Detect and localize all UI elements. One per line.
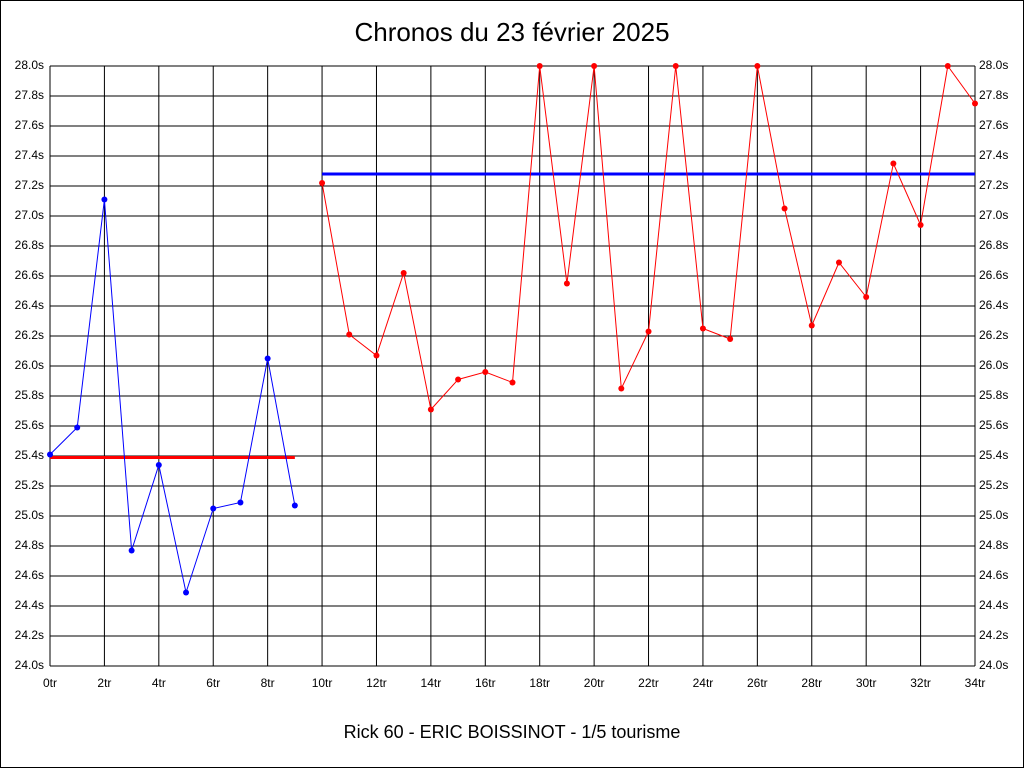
y2-tick-label: 26.4s: [979, 298, 1008, 312]
data-point: [373, 352, 380, 359]
data-point: [754, 63, 761, 69]
data-point: [482, 369, 489, 375]
x-tick-label: 30tr: [856, 676, 877, 690]
y-tick-label: 26.8s: [15, 238, 44, 252]
x-tick-label: 20tr: [584, 676, 605, 690]
y-tick-label: 24.0s: [15, 658, 44, 672]
data-point: [264, 355, 271, 362]
x-tick-label: 12tr: [366, 676, 387, 690]
data-point: [591, 63, 598, 69]
data-point: [808, 322, 815, 329]
data-point: [863, 294, 870, 300]
data-point: [890, 160, 897, 167]
y2-tick-label: 25.8s: [979, 388, 1008, 402]
data-point: [183, 589, 190, 596]
data-point: [618, 385, 625, 392]
data-point: [400, 270, 407, 276]
x-tick-label: 32tr: [910, 676, 931, 690]
x-tick-label: 22tr: [638, 676, 659, 690]
y2-tick-label: 26.0s: [979, 358, 1008, 372]
y2-tick-label: 25.2s: [979, 478, 1008, 492]
x-tick-label: 14tr: [421, 676, 442, 690]
data-point: [944, 63, 951, 69]
y-tick-label: 26.0s: [15, 358, 44, 372]
y2-tick-label: 24.0s: [979, 658, 1008, 672]
y2-tick-label: 24.4s: [979, 598, 1008, 612]
y-tick-label: 25.8s: [15, 388, 44, 402]
y2-tick-label: 27.4s: [979, 148, 1008, 162]
x-tick-label: 18tr: [529, 676, 550, 690]
data-point: [536, 63, 543, 69]
data-point: [563, 280, 570, 287]
y2-tick-label: 24.8s: [979, 538, 1008, 552]
y2-tick-label: 24.2s: [979, 628, 1008, 642]
data-point: [672, 63, 679, 69]
y-tick-label: 24.8s: [15, 538, 44, 552]
y-tick-label: 26.6s: [15, 268, 44, 282]
data-point: [835, 259, 842, 266]
y2-tick-label: 27.6s: [979, 118, 1008, 132]
data-point: [74, 424, 81, 431]
y2-tick-label: 26.8s: [979, 238, 1008, 252]
data-point: [128, 547, 135, 554]
y-tick-label: 25.4s: [15, 448, 44, 462]
data-point: [291, 502, 298, 509]
y-tick-label: 24.6s: [15, 568, 44, 582]
y-tick-label: 25.2s: [15, 478, 44, 492]
series-line: [49, 199, 296, 595]
y-tick-label: 28.0s: [15, 58, 44, 72]
data-point: [727, 336, 734, 342]
y2-tick-label: 27.0s: [979, 208, 1008, 222]
y-tick-label: 27.8s: [15, 88, 44, 102]
y2-tick-label: 25.6s: [979, 418, 1008, 432]
data-point: [699, 325, 706, 332]
y2-tick-label: 24.6s: [979, 568, 1008, 582]
y-tick-label: 27.6s: [15, 118, 44, 132]
data-point: [155, 462, 162, 468]
data-point: [237, 499, 244, 506]
y-tick-label: 25.6s: [15, 418, 44, 432]
x-tick-label: 0tr: [43, 676, 57, 690]
y-tick-label: 27.4s: [15, 148, 44, 162]
data-point: [781, 205, 788, 212]
x-tick-label: 26tr: [747, 676, 768, 690]
data-point: [319, 180, 326, 186]
y2-tick-label: 27.2s: [979, 178, 1008, 192]
x-tick-label: 2tr: [97, 676, 111, 690]
data-point: [917, 222, 924, 228]
y-tick-label: 26.2s: [15, 328, 44, 342]
y2-tick-label: 25.0s: [979, 508, 1008, 522]
data-point: [645, 328, 652, 335]
chart-title: Chronos du 23 février 2025: [354, 17, 669, 47]
data-point: [47, 451, 53, 458]
y2-tick-label: 26.2s: [979, 328, 1008, 342]
x-tick-label: 28tr: [801, 676, 822, 690]
x-tick-label: 6tr: [206, 676, 220, 690]
y-tick-label: 24.2s: [15, 628, 44, 642]
data-point: [455, 376, 462, 383]
x-tick-label: 16tr: [475, 676, 496, 690]
data-point: [509, 379, 516, 386]
data-point: [346, 331, 353, 338]
chart-subtitle: Rick 60 - ERIC BOISSINOT - 1/5 tourisme: [344, 722, 681, 742]
x-tick-label: 4tr: [152, 676, 166, 690]
x-tick-label: 24tr: [693, 676, 714, 690]
data-point: [101, 196, 108, 203]
y-tick-label: 26.4s: [15, 298, 44, 312]
data-point: [210, 505, 217, 512]
y-tick-label: 25.0s: [15, 508, 44, 522]
x-tick-label: 8tr: [261, 676, 275, 690]
y2-tick-label: 26.6s: [979, 268, 1008, 282]
y2-tick-label: 27.8s: [979, 88, 1008, 102]
y2-tick-label: 25.4s: [979, 448, 1008, 462]
y-tick-label: 24.4s: [15, 598, 44, 612]
data-point: [427, 406, 434, 413]
y-tick-label: 27.2s: [15, 178, 44, 192]
x-tick-label: 34tr: [965, 676, 986, 690]
data-point: [972, 100, 978, 107]
y-tick-label: 27.0s: [15, 208, 44, 222]
x-tick-label: 10tr: [312, 676, 333, 690]
y2-tick-label: 28.0s: [979, 58, 1008, 72]
